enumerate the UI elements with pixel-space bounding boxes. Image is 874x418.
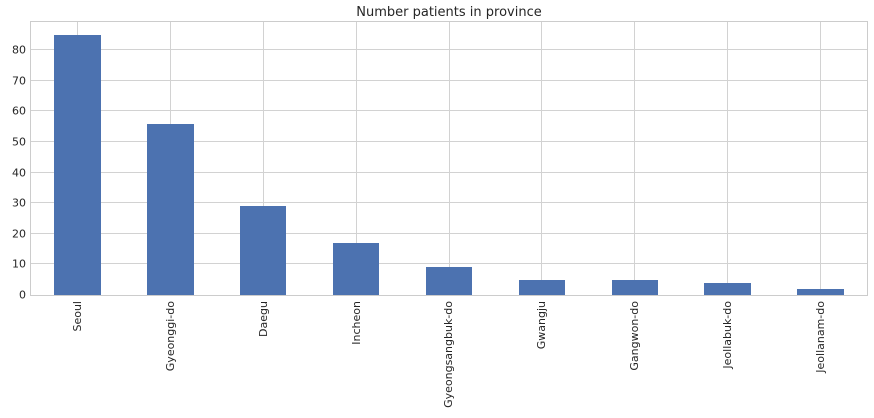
x-tick-label: Gyeonggi-do (163, 301, 177, 372)
x-tick-label: Seoul (70, 301, 84, 332)
bar-gwangju (518, 279, 566, 295)
y-tick-label: 0 (19, 288, 26, 302)
x-axis: Seoul Gyeonggi-do Daegu Incheon Gyeongsangbu… (31, 301, 867, 416)
bar-incheon (332, 243, 380, 295)
bar-jeollabuk-do (704, 282, 751, 295)
bar-gangwon-do (611, 279, 658, 295)
bar-daegu (240, 206, 287, 295)
x-tick-label: Jeollanam-do (813, 301, 827, 373)
x-tick-label: Gangwon-do (628, 301, 642, 371)
y-tick-label: 80 (12, 43, 26, 57)
plot-area (30, 21, 868, 296)
x-tick-slot: Jeollanam-do (774, 301, 867, 416)
bar-gyeonggi-do (147, 123, 194, 295)
gridline-vertical (355, 22, 357, 295)
y-tick-label: 40 (12, 166, 26, 180)
y-tick-label: 60 (12, 104, 26, 118)
gridline-vertical (634, 22, 636, 295)
gridline-vertical (448, 22, 450, 295)
gridline-vertical (820, 22, 822, 295)
x-tick-label: Jeollabuk-do (721, 301, 735, 369)
y-tick-label: 70 (12, 74, 26, 88)
x-tick-label: Gwangju (535, 301, 549, 350)
x-tick-label: Incheon (349, 301, 363, 345)
y-tick-label: 50 (12, 135, 26, 149)
x-tick-slot: Jeollabuk-do (681, 301, 774, 416)
gridline-vertical (541, 22, 543, 295)
x-tick-slot: Daegu (217, 301, 310, 416)
x-tick-slot: Gyeongsangbuk-do (403, 301, 496, 416)
bar-seoul (54, 35, 101, 295)
gridline-vertical (727, 22, 729, 295)
x-tick-slot: Gangwon-do (588, 301, 681, 416)
x-tick-slot: Gwangju (495, 301, 588, 416)
y-tick-label: 30 (12, 196, 26, 210)
x-tick-label: Gyeongsangbuk-do (442, 301, 456, 408)
y-axis: 0 10 20 30 40 50 60 70 80 (0, 0, 26, 418)
y-tick-label: 20 (12, 227, 26, 241)
x-tick-slot: Incheon (310, 301, 403, 416)
chart-title: Number patients in province (356, 5, 542, 20)
x-tick-label: Daegu (256, 301, 270, 337)
bar-gyeongsangbuk-do (425, 267, 473, 295)
y-tick-label: 10 (12, 257, 26, 271)
bar-jeollanam-do (797, 288, 844, 295)
gridline-vertical (262, 22, 264, 295)
x-tick-slot: Seoul (31, 301, 124, 416)
x-tick-slot: Gyeonggi-do (124, 301, 217, 416)
